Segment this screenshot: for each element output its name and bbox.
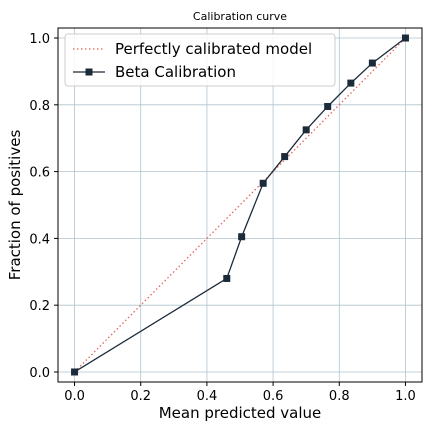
legend: Perfectly calibrated model Beta Calibrati…	[64, 33, 336, 87]
data-point	[259, 179, 267, 187]
x-tick-label: 0.8	[329, 389, 350, 404]
data-point	[368, 59, 376, 67]
x-tick-label: 0.2	[130, 389, 151, 404]
legend-label: Beta Calibration	[115, 63, 236, 81]
data-point	[238, 233, 246, 241]
x-tick-label: 0.0	[64, 389, 85, 404]
data-point	[281, 153, 289, 161]
x-tick-label: 1.0	[395, 389, 416, 404]
y-tick-label: 0.2	[29, 299, 50, 314]
series-layer	[71, 34, 409, 376]
data-point	[347, 79, 355, 87]
x-tick-label: 0.4	[197, 389, 218, 404]
y-axis-label: Fraction of positives	[6, 130, 24, 281]
legend-label: Perfectly calibrated model	[115, 40, 312, 58]
series-line-perfect	[74, 37, 406, 373]
y-tick-label: 0.0	[29, 366, 50, 381]
series-line-beta	[74, 37, 406, 373]
data-point	[302, 126, 310, 134]
x-tick-label: 0.6	[263, 389, 284, 404]
data-point	[223, 274, 231, 282]
y-tick-label: 1.0	[29, 32, 50, 47]
data-point	[401, 34, 409, 42]
data-point	[71, 368, 79, 376]
legend-box	[64, 33, 336, 87]
x-axis-label: Mean predicted value	[159, 404, 322, 422]
ticks: 0.0 0.2 0.4 0.6 0.8 1.0 0.0 0.2 0.4 0.6 0.8 1.0	[29, 32, 415, 404]
data-point	[324, 102, 332, 110]
legend-marker	[85, 68, 93, 76]
chart-title: Calibration curve	[193, 10, 287, 23]
y-tick-label: 0.4	[29, 232, 50, 247]
y-tick-label: 0.8	[29, 99, 50, 114]
y-tick-label: 0.6	[29, 166, 50, 181]
plot-frame	[57, 27, 423, 383]
